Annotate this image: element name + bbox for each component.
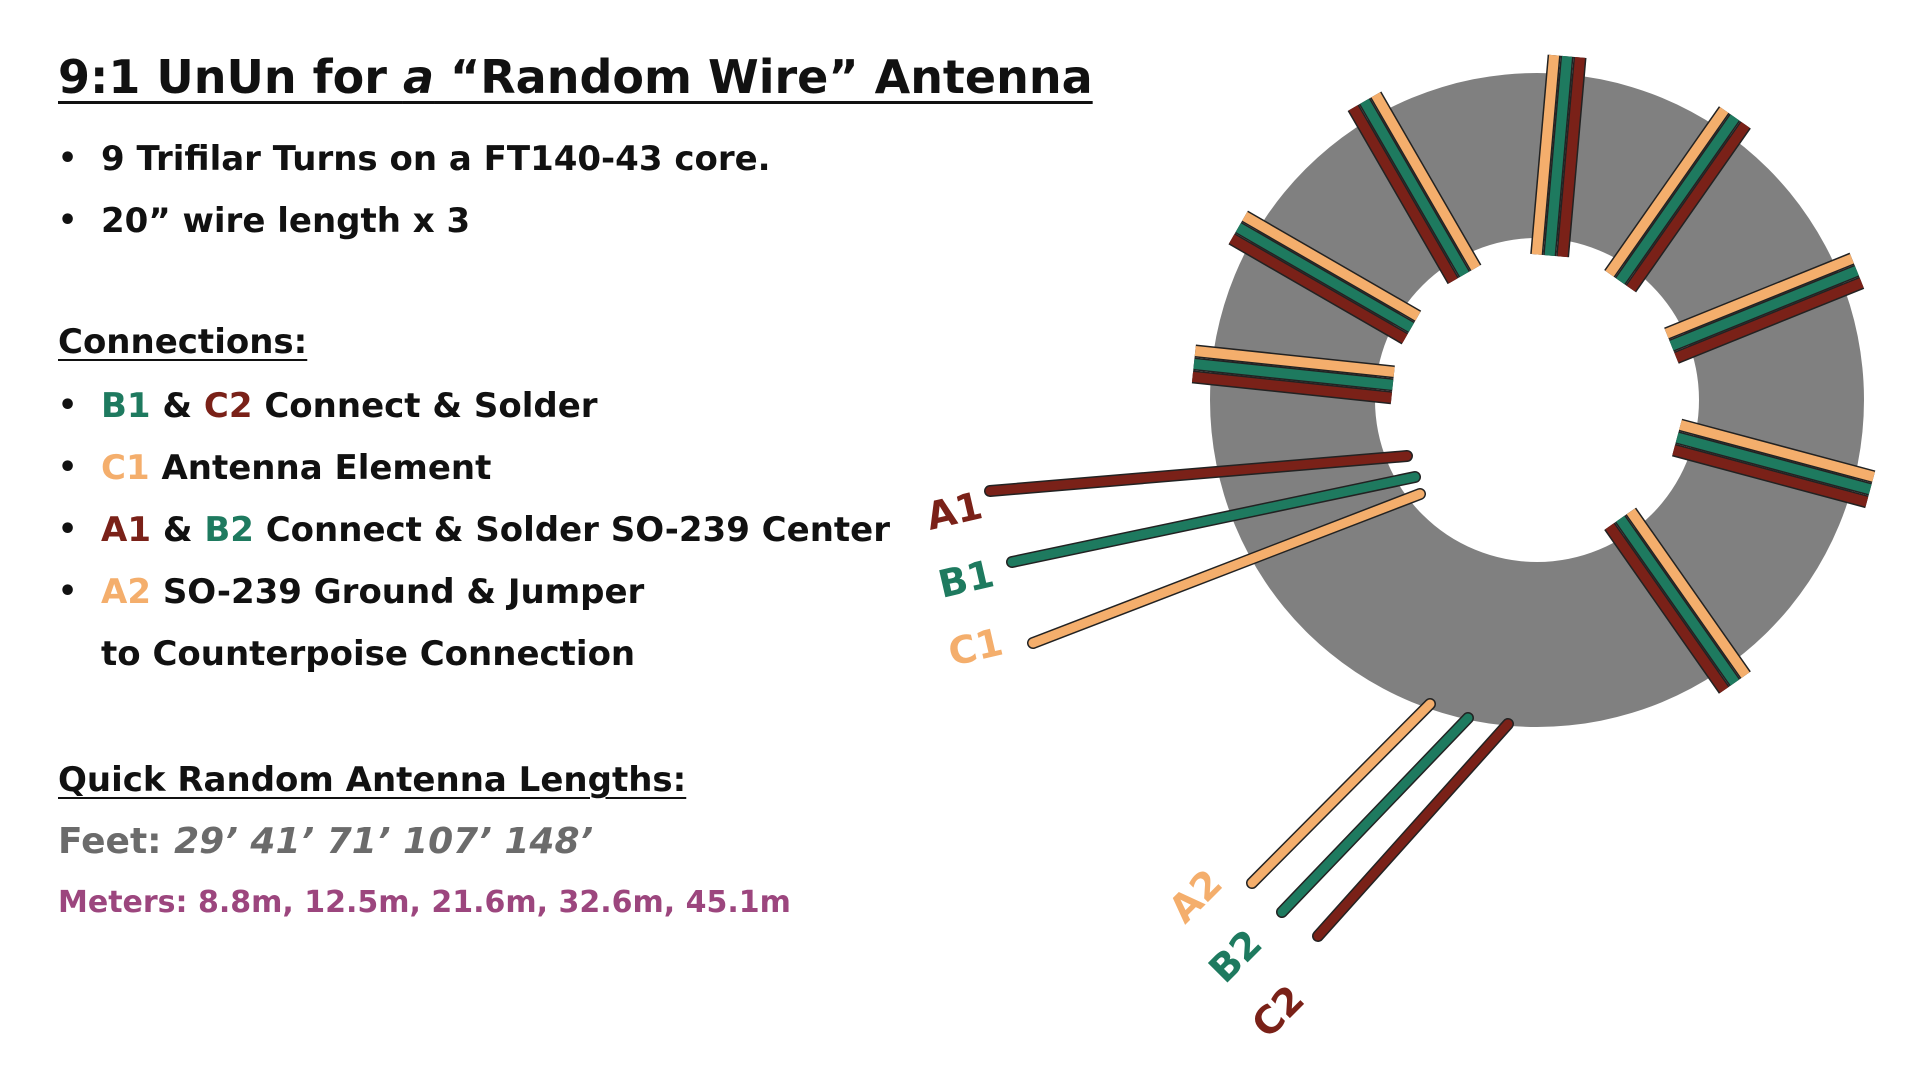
wire-tag-c1: C1 bbox=[101, 448, 150, 488]
lead-b1 bbox=[1007, 472, 1420, 567]
winding-wire bbox=[1194, 346, 1395, 377]
wire-leads bbox=[984, 450, 1514, 942]
lengths-heading: Quick Random Antenna Lengths: bbox=[58, 760, 687, 800]
winding-wire bbox=[1348, 105, 1458, 284]
feet-values: 29’ 41’ 71’ 107’ 148’ bbox=[174, 821, 594, 862]
spec-wire-length: 20” wire length x 3 bbox=[58, 190, 771, 252]
winding-wire bbox=[1235, 223, 1414, 332]
label-b2: B2 bbox=[1200, 921, 1270, 991]
title-suffix: “Random Wire” Antenna bbox=[434, 50, 1093, 104]
winding-wire bbox=[1605, 523, 1729, 693]
label-b1: B1 bbox=[934, 551, 998, 606]
title-italic: a bbox=[402, 50, 435, 104]
connection-item: A1 & B2 Connect & Solder SO-239 Center bbox=[58, 499, 890, 561]
windings bbox=[1191, 54, 1876, 694]
winding-wire bbox=[1672, 445, 1869, 507]
wire-tag-b2: B2 bbox=[204, 510, 254, 550]
meters-lengths: Meters: 8.8m, 12.5m, 21.6m, 32.6m, 45.1m bbox=[58, 885, 791, 920]
spec-turns: 9 Trifilar Turns on a FT140-43 core. bbox=[58, 128, 771, 190]
winding-wire bbox=[1242, 211, 1421, 321]
wire-tag-a1: A1 bbox=[101, 510, 151, 550]
winding-wire bbox=[1616, 114, 1739, 285]
toroid-core bbox=[1210, 73, 1864, 727]
lead-c1 bbox=[1028, 489, 1425, 648]
label-c1: C1 bbox=[944, 620, 1007, 675]
connection-item: B1 & C2 Connect & Solder bbox=[58, 375, 890, 437]
feet-lengths: Feet: 29’ 41’ 71’ 107’ 148’ bbox=[58, 821, 593, 862]
wire-tag-c2: C2 bbox=[203, 386, 253, 426]
title-prefix: 9:1 UnUn for bbox=[58, 50, 403, 104]
winding-wire bbox=[1626, 508, 1750, 679]
winding-wire bbox=[1605, 107, 1729, 277]
connection-sep: & bbox=[150, 386, 204, 426]
winding-wire bbox=[1675, 432, 1872, 495]
label-a2: A2 bbox=[1160, 861, 1231, 932]
winding-wire bbox=[1544, 55, 1573, 256]
connections-heading: Connections: bbox=[58, 322, 308, 362]
feet-label: Feet: bbox=[58, 821, 175, 862]
connection-text: Connect & Solder bbox=[252, 386, 598, 426]
label-c2: C2 bbox=[1243, 977, 1313, 1047]
winding-wire bbox=[1626, 121, 1750, 292]
winding-wire bbox=[1531, 54, 1560, 255]
connection-item: C1 Antenna Element bbox=[58, 437, 890, 499]
winding-wire bbox=[1616, 515, 1739, 686]
winding-wire bbox=[1371, 92, 1481, 271]
label-a1: A1 bbox=[922, 483, 986, 538]
connection-text: SO-239 Ground & Jumper bbox=[150, 572, 645, 612]
lead-c2 bbox=[1313, 719, 1513, 941]
winding-wire bbox=[1669, 266, 1859, 351]
connections-list: B1 & C2 Connect & Solder C1 Antenna Elem… bbox=[58, 375, 890, 685]
connection-text: Connect & Solder SO-239 Center bbox=[253, 510, 890, 550]
lead-b2 bbox=[1277, 713, 1473, 917]
winding-wire bbox=[1193, 358, 1394, 390]
winding-wire bbox=[1229, 234, 1408, 344]
connection-item: A2 SO-239 Ground & Jumper to Counterpoise… bbox=[58, 561, 890, 685]
winding-wire bbox=[1674, 278, 1864, 363]
lead-a2 bbox=[1247, 699, 1435, 888]
winding-wire bbox=[1557, 57, 1586, 258]
lead-a1 bbox=[985, 451, 1412, 496]
connection-text: Antenna Element bbox=[149, 448, 492, 488]
connection-continuation: to Counterpoise Connection bbox=[101, 634, 636, 674]
wire-tag-a2: A2 bbox=[101, 572, 151, 612]
specs-list: 9 Trifilar Turns on a FT140-43 core. 20”… bbox=[58, 128, 771, 252]
winding-wire bbox=[1360, 98, 1469, 277]
winding-wire bbox=[1664, 254, 1854, 339]
connection-sep: & bbox=[150, 510, 205, 550]
winding-wire bbox=[1192, 371, 1392, 403]
winding-wire bbox=[1679, 420, 1875, 482]
page-title: 9:1 UnUn for a “Random Wire” Antenna bbox=[58, 52, 1093, 103]
wire-tag-b1: B1 bbox=[101, 386, 151, 426]
